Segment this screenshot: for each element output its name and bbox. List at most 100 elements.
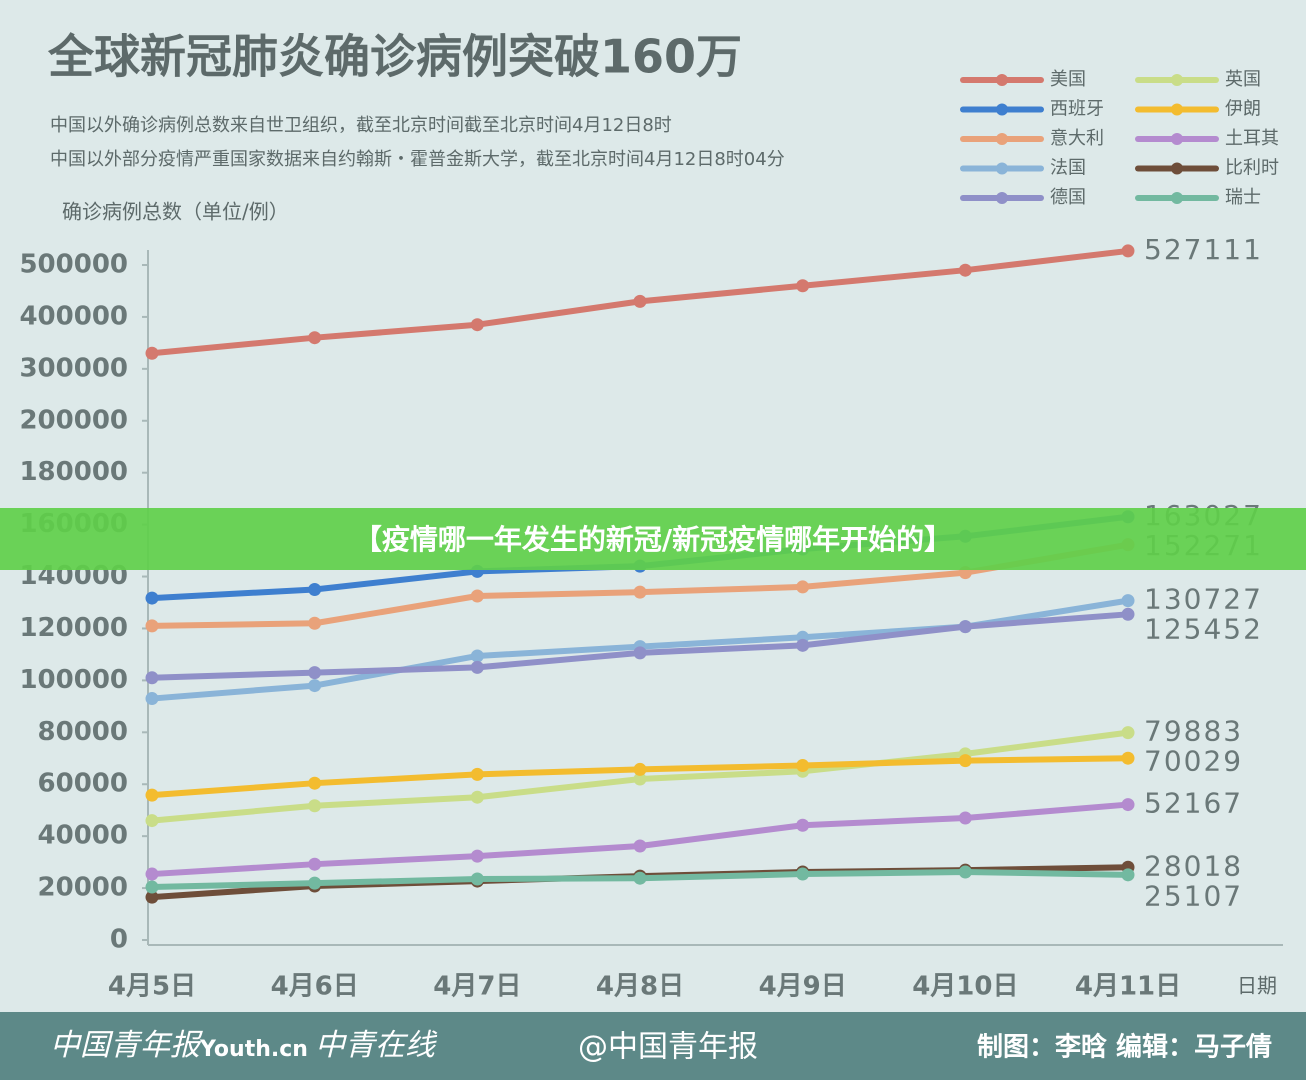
point [308, 666, 322, 680]
y-tick-label: 60000 [38, 769, 128, 799]
value-label: 52167 [1144, 787, 1243, 820]
point [633, 294, 647, 308]
point [1121, 798, 1135, 812]
y-tick-label: 20000 [38, 873, 128, 903]
footer-logo: Youth.cn [199, 1037, 308, 1062]
legend-label: 意大利 [1050, 128, 1104, 149]
point [470, 872, 484, 886]
point [470, 318, 484, 332]
point [1121, 594, 1135, 608]
point [308, 679, 322, 693]
point [1121, 751, 1135, 765]
legend-label: 比利时 [1225, 158, 1279, 179]
x-tick-label: 4月11日 [1075, 972, 1181, 1002]
value-label: 527111 [1144, 233, 1263, 266]
y-tick-label: 300000 [19, 353, 128, 383]
y-tick-label: 120000 [19, 613, 128, 643]
point [796, 580, 810, 594]
y-tick-label: 100000 [19, 665, 128, 695]
point [470, 660, 484, 674]
point [308, 799, 322, 813]
legend-label: 美国 [1050, 69, 1086, 90]
y-tick-label: 40000 [38, 821, 128, 851]
footer-credits: 制图：李晗 编辑：马子倩 [977, 1032, 1272, 1063]
y-axis-label: 确诊病例总数（单位/例） [62, 200, 289, 224]
value-label: 28018 [1144, 849, 1243, 882]
point [633, 871, 647, 885]
x-tick-label: 4月9日 [759, 972, 847, 1002]
point [1121, 868, 1135, 882]
point [308, 876, 322, 890]
point [633, 646, 647, 660]
legend-label: 法国 [1050, 158, 1086, 179]
y-tick-label: 180000 [19, 457, 128, 487]
legend-label: 英国 [1225, 69, 1261, 90]
point [145, 619, 159, 633]
point [308, 857, 322, 871]
point [470, 790, 484, 804]
point [145, 591, 159, 605]
legend-label: 西班牙 [1050, 99, 1104, 120]
legend-marker [1171, 162, 1183, 175]
point [796, 279, 810, 293]
y-tick-label: 200000 [19, 405, 128, 435]
subtitle: 中国以外确诊病例总数来自世卫组织，截至北京时间截至北京时间4月12日8时 [50, 115, 672, 136]
legend-label: 瑞士 [1225, 187, 1261, 208]
legend-marker [1171, 133, 1183, 145]
y-tick-label: 500000 [19, 250, 128, 280]
footer-logo: 中国青年报 [50, 1028, 203, 1063]
point [633, 762, 647, 776]
chart-title: 全球新冠肺炎确诊病例突破160万 [47, 30, 742, 84]
legend-marker [996, 74, 1008, 86]
point [470, 589, 484, 603]
y-tick-label: 0 [110, 925, 128, 955]
value-label: 130727 [1144, 583, 1263, 616]
point [308, 616, 322, 630]
point [958, 754, 972, 768]
footer-weibo: @中国青年报 [578, 1030, 758, 1065]
legend-marker [996, 162, 1008, 175]
legend-marker [996, 133, 1008, 145]
point [145, 671, 159, 685]
legend-marker [996, 103, 1008, 116]
point [796, 638, 810, 652]
x-tick-label: 4月7日 [433, 972, 521, 1002]
value-label: 79883 [1144, 715, 1243, 748]
legend-marker [996, 192, 1008, 204]
subtitle: 中国以外部分疫情严重国家数据来自约翰斯・霍普金斯大学，截至北京时间4月12日8时… [50, 149, 785, 170]
point [308, 331, 322, 345]
point [470, 767, 484, 781]
point [958, 865, 972, 879]
point [633, 839, 647, 853]
legend-label: 土耳其 [1225, 128, 1279, 149]
banner-bg [0, 508, 1306, 570]
x-tick-label: 4月8日 [596, 972, 684, 1002]
point [958, 811, 972, 825]
footer-logo: 中青在线 [315, 1028, 438, 1063]
point [145, 788, 159, 802]
legend-label: 德国 [1050, 187, 1086, 208]
value-label: 70029 [1144, 745, 1243, 778]
point [470, 849, 484, 863]
legend-marker [1171, 103, 1183, 116]
x-axis-label: 日期 [1237, 974, 1277, 998]
point [145, 890, 159, 904]
point [1121, 244, 1135, 258]
point [958, 263, 972, 277]
x-tick-label: 4月6日 [271, 972, 359, 1002]
point [958, 620, 972, 634]
point [145, 880, 159, 894]
point [308, 776, 322, 790]
point [633, 772, 647, 786]
y-tick-label: 80000 [38, 717, 128, 747]
footer-bg [0, 1012, 1306, 1080]
point [1121, 607, 1135, 621]
point [796, 818, 810, 832]
point [145, 346, 159, 360]
point [145, 814, 159, 828]
point [1121, 726, 1135, 740]
value-label: 125452 [1144, 613, 1263, 646]
x-tick-label: 4月10日 [912, 972, 1018, 1002]
legend-marker [1171, 74, 1183, 86]
